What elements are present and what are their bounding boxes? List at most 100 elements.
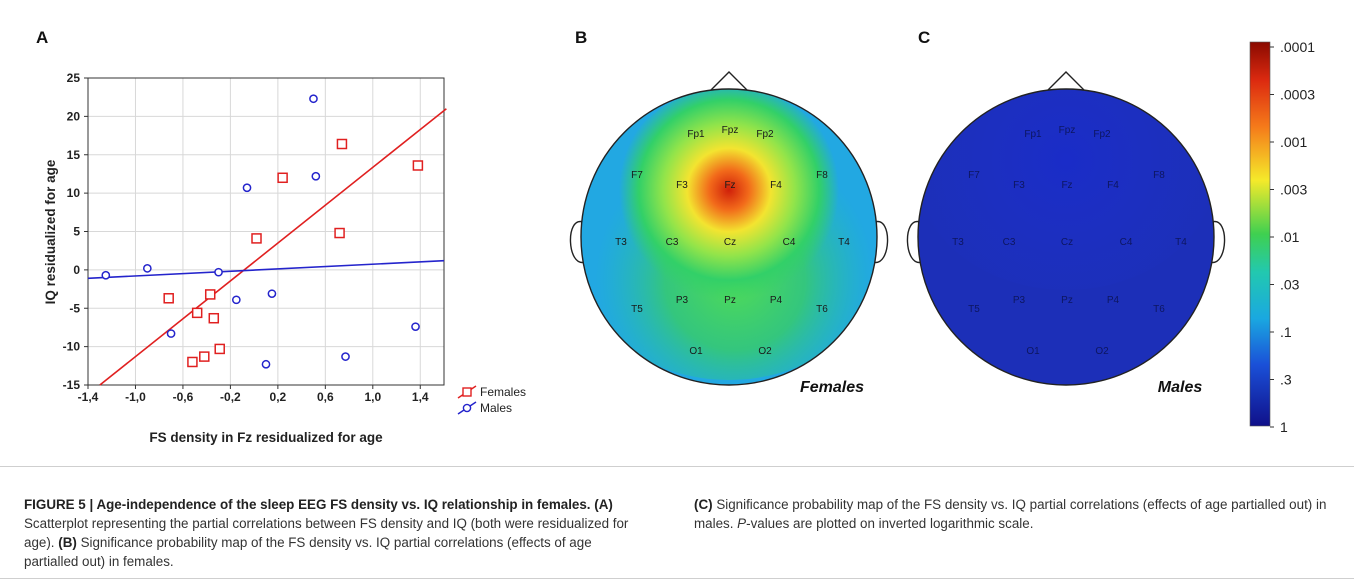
- males-point: [142, 263, 152, 273]
- females-point: [208, 312, 220, 324]
- caption-rule-bottom: [0, 578, 1354, 579]
- x-tick-label: -0,2: [220, 390, 241, 404]
- legend-males-marker: [462, 403, 472, 413]
- female-electrode-p3: P3: [676, 295, 689, 306]
- male-electrode-t3: T3: [952, 237, 964, 248]
- female-electrode-fz: Fz: [724, 180, 735, 191]
- colorbar-tick-label: .03: [1280, 277, 1300, 293]
- colorbar-tick-label: .01: [1280, 229, 1300, 245]
- scatter-fit-lines: [87, 108, 447, 386]
- caption-c-label: (C): [694, 497, 713, 512]
- female-electrode-t5: T5: [631, 304, 643, 315]
- male-electrode-t6: T6: [1153, 304, 1165, 315]
- scatter-x-ticks: -1,4 -1,0 -0,6 -0,2 0,2 0,6 1,0 1,4: [78, 385, 429, 404]
- male-electrode-cz: Cz: [1061, 237, 1073, 248]
- caption-b-text: Significance probability map of the FS d…: [24, 535, 592, 569]
- colorbar-tick-label: .003: [1280, 182, 1307, 198]
- female-electrode-cz: Cz: [724, 237, 736, 248]
- female-electrode-c4: C4: [783, 237, 796, 248]
- males-map-label: Males: [1158, 379, 1203, 396]
- females-point: [204, 289, 216, 300]
- males-point: [309, 94, 318, 104]
- male-electrode-c4: C4: [1120, 237, 1133, 248]
- colorbar-tick-label: 1: [1280, 419, 1288, 435]
- females-head-map: Fp1 Fpz Fp2 F7 F3 Fz F4 F8 T3 C3 Cz C4 T4 T5 P3 Pz P4 T6 O…: [569, 71, 889, 396]
- y-tick-label: 15: [67, 148, 81, 162]
- panel-label-c: C: [918, 28, 930, 47]
- scatter-points: [101, 94, 424, 369]
- head-outline: [917, 88, 1215, 386]
- males-point: [101, 270, 111, 280]
- caption-p-italic: P: [737, 516, 747, 531]
- panel-label-a: A: [36, 28, 48, 47]
- scatter-y-ticks: 25 20 15 10 5 0 -5 -10 -15: [63, 71, 88, 392]
- caption-end-text: -values are plotted on inverted logarith…: [746, 516, 1034, 531]
- colorbar-tick-label: .3: [1280, 372, 1292, 388]
- caption-col-left: FIGURE 5 | Age-independence of the sleep…: [24, 495, 644, 571]
- female-electrode-t4: T4: [838, 237, 850, 248]
- panel-label-b: B: [575, 28, 587, 47]
- caption-a-label: (A): [594, 497, 613, 512]
- colorbar: .0001 .0003 .001 .003 .01 .03 .1 .3 1: [1249, 39, 1315, 435]
- females-point: [251, 233, 262, 244]
- caption-b-label: (B): [58, 535, 77, 550]
- colorbar-ticks: .0001 .0003 .001 .003 .01 .03 .1 .3 1: [1270, 39, 1315, 435]
- male-electrode-p3: P3: [1013, 295, 1026, 306]
- colorbar-tick-label: .001: [1280, 134, 1307, 150]
- caption-a-text: Scatterplot representing the partial cor…: [24, 516, 629, 550]
- females-point: [187, 356, 198, 368]
- male-electrode-pz: Pz: [1061, 295, 1073, 306]
- colorbar-tick-label: .0001: [1280, 39, 1315, 55]
- male-electrode-f4: F4: [1107, 180, 1119, 191]
- scatter-plot: -1,4 -1,0 -0,6 -0,2 0,2 0,6 1,0 1,4 25 20 15 10 5 0 -…: [43, 71, 526, 445]
- females-point: [277, 172, 288, 184]
- legend-males-label: Males: [480, 401, 512, 415]
- x-axis-label: FS density in Fz residualized for age: [149, 430, 383, 445]
- figure-graphic: A B C -1,4 -1,0 -0,6 -0,2 0,2 0,6 1,0 1,4 25 20 1…: [36, 28, 1315, 445]
- male-electrode-c3: C3: [1003, 237, 1016, 248]
- caption-col-right: (C) Significance probability map of the …: [694, 495, 1330, 533]
- males-point: [267, 289, 277, 299]
- males-point: [231, 295, 241, 305]
- x-tick-label: -1,0: [125, 390, 146, 404]
- female-electrode-f7: F7: [631, 170, 643, 181]
- male-electrode-f8: F8: [1153, 170, 1165, 181]
- female-electrode-p4: P4: [770, 295, 783, 306]
- female-electrode-f4: F4: [770, 180, 782, 191]
- males-point: [341, 352, 350, 361]
- y-axis-label: IQ residualized for age: [43, 159, 58, 304]
- females-point: [334, 227, 345, 239]
- x-tick-label: 0,6: [317, 390, 334, 404]
- caption-title: FIGURE 5 | Age-independence of the sleep…: [24, 497, 591, 512]
- female-electrode-t3: T3: [615, 237, 627, 248]
- scatter-legend: Females Males: [457, 385, 526, 415]
- female-electrode-c3: C3: [666, 237, 679, 248]
- male-electrode-f7: F7: [968, 170, 980, 181]
- males-fit-line: [87, 259, 445, 280]
- female-electrode-pz: Pz: [724, 295, 736, 306]
- males-head-map: Fp1 Fpz Fp2 F7 F3 Fz F4 F8 T3 C3 Cz C4 T4 T5 P3 Pz P4 T6 O…: [906, 71, 1226, 396]
- male-electrode-p4: P4: [1107, 295, 1120, 306]
- male-electrode-fpz: Fpz: [1059, 125, 1076, 136]
- males-point: [411, 322, 420, 332]
- caption-rule-top: [0, 466, 1354, 467]
- males-point: [261, 359, 271, 369]
- female-electrode-o1: O1: [689, 346, 703, 357]
- legend-females-marker: [462, 387, 472, 397]
- x-tick-label: -1,4: [78, 390, 99, 404]
- females-map-label: Females: [800, 379, 864, 396]
- females-fit-line: [99, 108, 447, 386]
- males-electrode-labels: Fp1 Fpz Fp2 F7 F3 Fz F4 F8 T3 C3 Cz C4 T4 T5 P3 Pz P4 T6 O…: [952, 125, 1187, 357]
- male-electrode-f3: F3: [1013, 180, 1025, 191]
- y-tick-label: 25: [67, 71, 81, 85]
- female-electrode-fpz: Fpz: [722, 125, 739, 136]
- males-point: [242, 183, 252, 193]
- female-electrode-t6: T6: [816, 304, 828, 315]
- y-tick-label: 5: [73, 225, 80, 239]
- female-electrode-f3: F3: [676, 180, 688, 191]
- males-point: [311, 171, 321, 181]
- colorbar-tick-label: .1: [1280, 324, 1292, 340]
- male-electrode-o2: O2: [1095, 346, 1109, 357]
- female-electrode-f8: F8: [816, 170, 828, 181]
- females-point: [412, 160, 424, 171]
